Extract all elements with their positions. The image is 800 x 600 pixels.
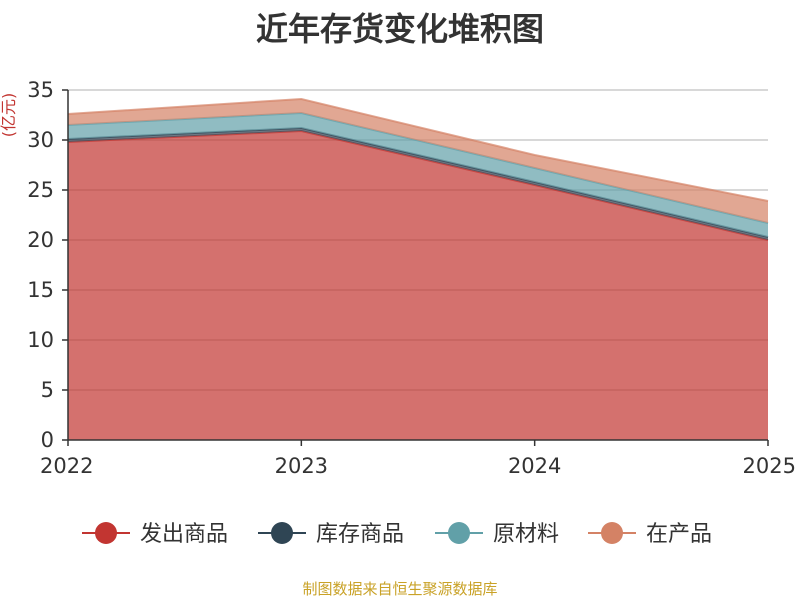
- legend-label: 在产品: [646, 522, 712, 547]
- x-tick-label: 2024: [508, 454, 561, 478]
- series-line-4: [67, 97, 769, 202]
- y-tick-label: 30: [27, 128, 54, 152]
- y-tick-label: 5: [41, 378, 54, 402]
- y-tick-label: 15: [27, 278, 54, 302]
- data-source-note: 制图数据来自恒生聚源数据库: [302, 580, 498, 598]
- legend-label: 库存商品: [316, 522, 404, 547]
- area-series-layer: [67, 97, 769, 440]
- area-series-3: [68, 113, 768, 237]
- y-tick-label: 25: [27, 178, 54, 202]
- x-tick-label: 2023: [275, 454, 328, 478]
- y-tick-label: 20: [27, 228, 54, 252]
- legend-marker: [271, 522, 293, 544]
- y-tick-label: 35: [27, 78, 54, 102]
- area-series-1: [68, 131, 768, 440]
- y-tick-label: 10: [27, 328, 54, 352]
- legend: 发出商品 库存商品 原材料 在产品: [82, 522, 712, 547]
- x-tick-label: 2025: [743, 454, 796, 478]
- legend-marker: [448, 522, 470, 544]
- chart-title: 近年存货变化堆积图: [255, 10, 544, 48]
- legend-marker: [601, 522, 623, 544]
- area-series-4: [68, 99, 768, 223]
- legend-label: 发出商品: [140, 522, 228, 547]
- x-tick-label: 2022: [40, 454, 93, 478]
- legend-marker: [95, 522, 117, 544]
- y-tick-label: 0: [41, 428, 54, 452]
- legend-label: 原材料: [493, 522, 559, 547]
